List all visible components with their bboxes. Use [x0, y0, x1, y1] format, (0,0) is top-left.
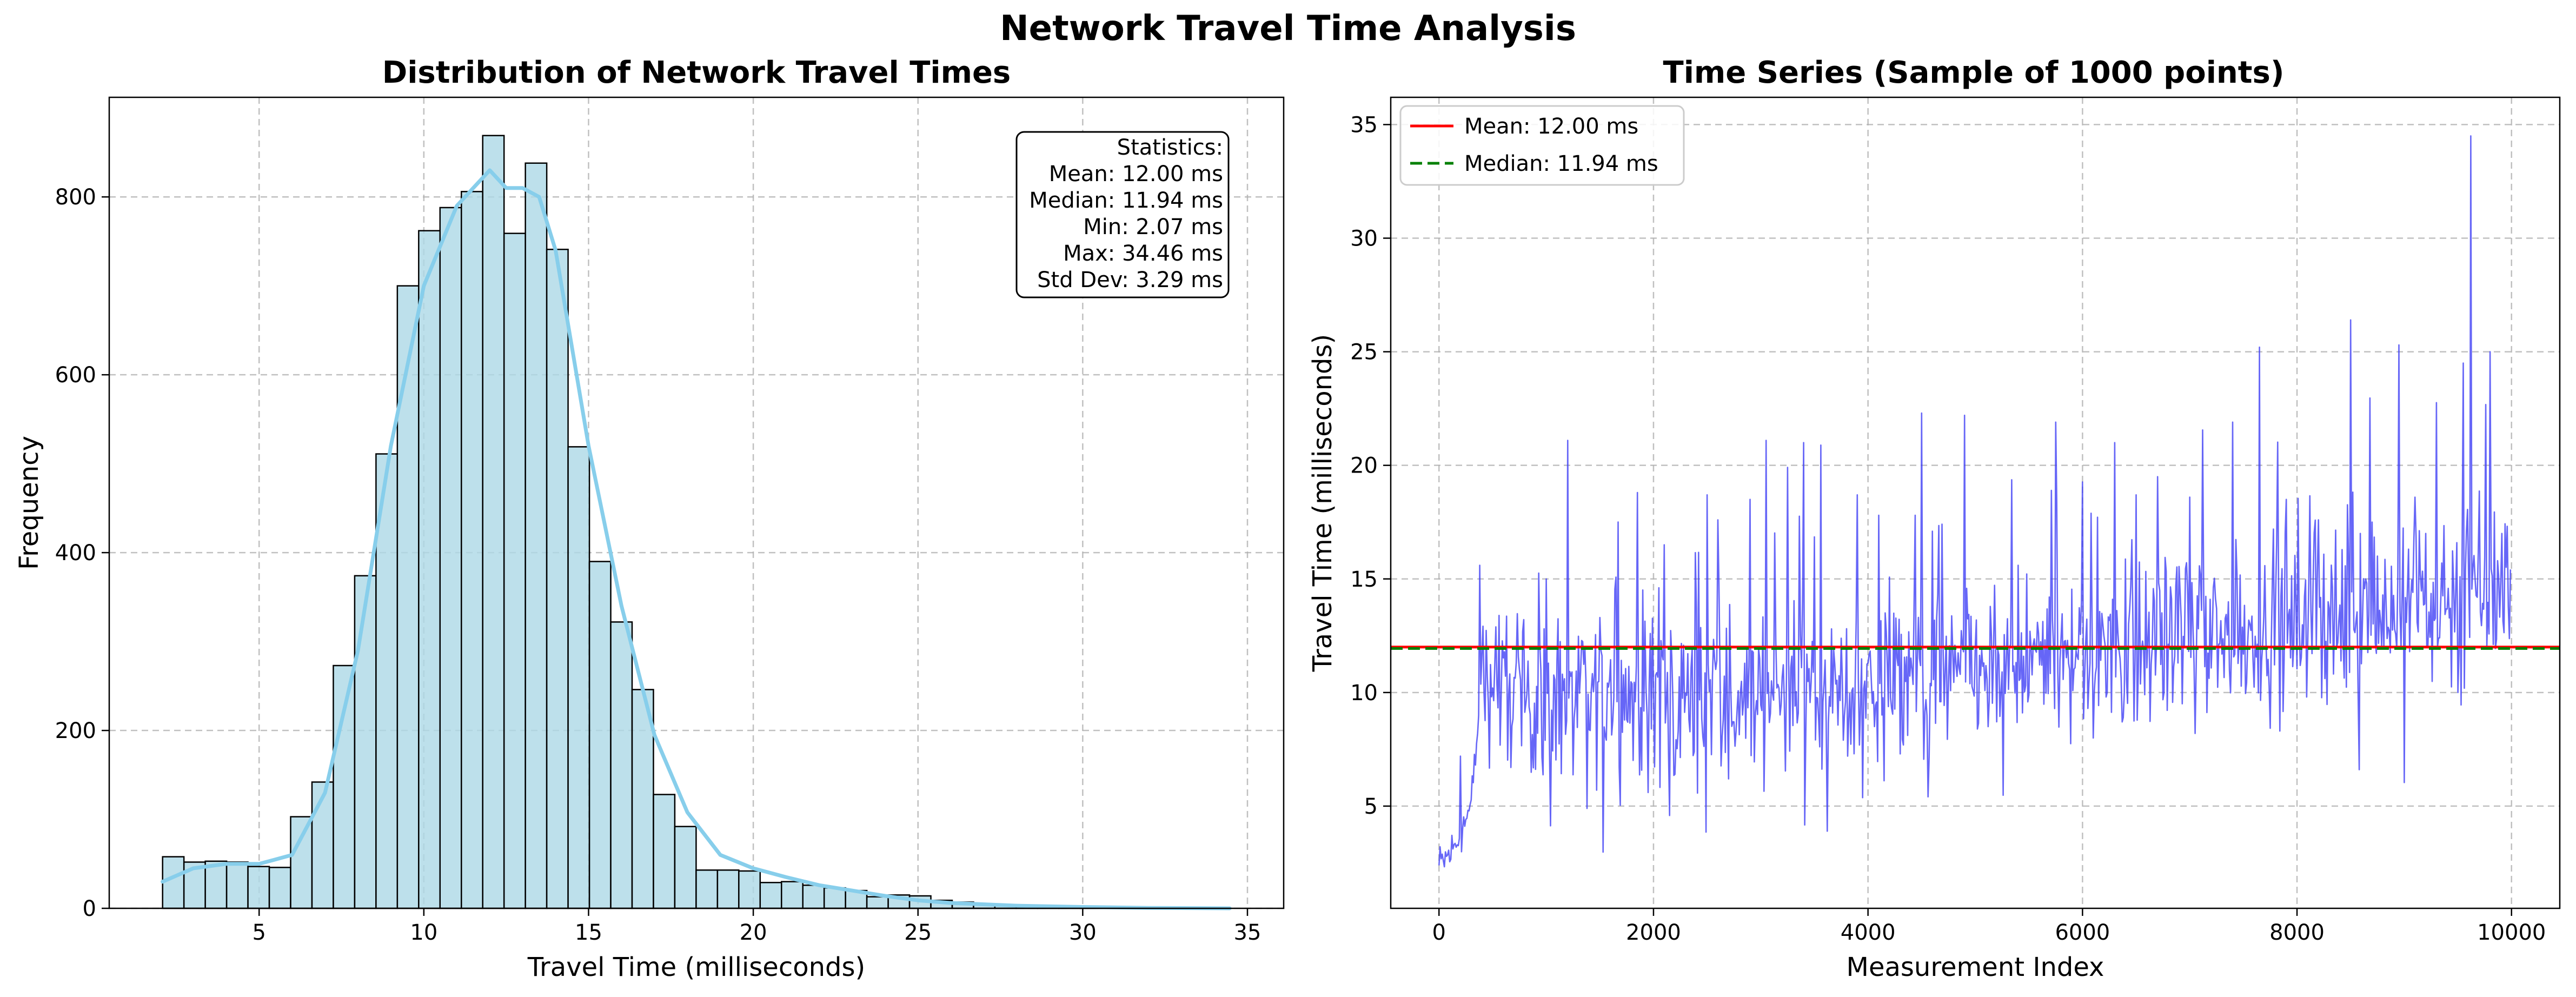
- histogram-bar: [610, 621, 633, 909]
- histogram-bar: [268, 867, 291, 909]
- timeseries-grid: [1391, 97, 2560, 908]
- histogram-bar: [823, 887, 846, 909]
- timeseries-y-tick-label: 5: [1364, 794, 1378, 819]
- histogram-bar: [674, 826, 697, 909]
- histogram-bar: [525, 162, 548, 909]
- histogram-bar: [781, 881, 804, 909]
- stats-min: Min: 2.07 ms: [1083, 215, 1223, 240]
- histogram-bar: [503, 232, 526, 909]
- legend: Mean: 12.00 ms Median: 11.94 ms: [1399, 105, 1685, 186]
- timeseries-y-tick-label: 20: [1350, 454, 1378, 478]
- timeseries-y-ticks: 5 10 15 20 25 30 35: [1350, 112, 1391, 819]
- histogram-panel: Distribution of Network Travel Times 5 10…: [14, 55, 1285, 982]
- histogram-bar: [333, 664, 356, 909]
- histogram-x-tick-label: 15: [575, 920, 602, 945]
- histogram-y-tick-label: 400: [55, 541, 96, 566]
- timeseries-x-tick-label: 6000: [2055, 920, 2110, 945]
- histogram-bar: [225, 861, 249, 909]
- kde-curve: [161, 168, 1232, 910]
- histogram-bar: [204, 860, 228, 909]
- histogram-x-axis-label: Travel Time (milliseconds): [527, 952, 865, 982]
- timeseries-y-tick-label: 30: [1350, 227, 1378, 251]
- histogram-bar: [290, 816, 313, 909]
- legend-median-label: Median: 11.94 ms: [1464, 151, 1658, 176]
- histogram-y-tick-label: 200: [55, 719, 96, 743]
- histogram-bar: [439, 207, 462, 909]
- histogram-y-tick-label: 0: [83, 896, 96, 921]
- histogram-y-tick-label: 800: [55, 185, 96, 210]
- histogram-bar: [738, 870, 761, 909]
- histogram-bar: [866, 896, 889, 909]
- timeseries-y-tick-label: 10: [1350, 681, 1378, 706]
- stats-max: Max: 34.46 ms: [1063, 241, 1223, 266]
- timeseries-axes-frame: [1390, 96, 2561, 909]
- histogram-x-tick-label: 35: [1234, 920, 1262, 945]
- histogram-x-tick-label: 5: [252, 920, 265, 945]
- timeseries-title: Time Series (Sample of 1000 points): [1663, 55, 2285, 90]
- timeseries-panel: Time Series (Sample of 1000 points) 0 200…: [1307, 55, 2561, 982]
- histogram-bars: [162, 135, 1231, 909]
- histogram-bar: [546, 249, 569, 909]
- timeseries-y-tick-label: 35: [1350, 112, 1378, 137]
- stats-heading: Statistics:: [1117, 135, 1223, 160]
- timeseries-y-axis-label: Travel Time (milliseconds): [1307, 334, 1338, 672]
- histogram-bar: [354, 575, 377, 909]
- stats-mean: Mean: 12.00 ms: [1049, 162, 1223, 187]
- histogram-bar: [460, 191, 483, 909]
- histogram-bar: [588, 561, 612, 909]
- stats-median: Median: 11.94 ms: [1029, 188, 1223, 213]
- histogram-bar: [759, 882, 782, 909]
- histogram-bar: [418, 230, 441, 909]
- statistics-box: Statistics: Mean: 12.00 ms Median: 11.94…: [1015, 131, 1230, 298]
- histogram-bar: [247, 866, 270, 909]
- travel-time-series-line: [1438, 135, 2512, 868]
- timeseries-y-tick-label: 15: [1350, 567, 1378, 592]
- timeseries-x-tick-label: 8000: [2269, 920, 2325, 945]
- histogram-bar: [567, 446, 590, 909]
- histogram-bar: [802, 884, 825, 909]
- timeseries-y-tick-label: 25: [1350, 340, 1378, 365]
- histogram-x-tick-label: 30: [1069, 920, 1097, 945]
- timeseries-x-axis-label: Measurement Index: [1847, 952, 2104, 982]
- histogram-bar: [482, 135, 505, 909]
- histogram-title: Distribution of Network Travel Times: [382, 55, 1011, 90]
- histogram-bar: [716, 869, 740, 909]
- histogram-bar: [653, 794, 676, 909]
- histogram-x-tick-label: 25: [904, 920, 932, 945]
- timeseries-x-tick-label: 10000: [2477, 920, 2546, 945]
- histogram-bar: [695, 869, 719, 909]
- histogram-bar: [162, 856, 185, 909]
- histogram-x-tick-label: 10: [410, 920, 437, 945]
- timeseries-x-tick-label: 2000: [1626, 920, 1681, 945]
- histogram-x-ticks: 5 10 15 20 25 30 35: [252, 908, 1261, 945]
- histogram-y-axis-label: Frequency: [14, 436, 44, 570]
- legend-mean-label: Mean: 12.00 ms: [1464, 114, 1638, 139]
- timeseries-x-tick-label: 0: [1432, 920, 1446, 945]
- histogram-axes-frame: [108, 96, 1285, 909]
- histogram-bar: [396, 285, 420, 909]
- histogram-y-ticks: 0 200 400 600 800: [55, 185, 109, 921]
- timeseries-x-tick-label: 4000: [1841, 920, 1896, 945]
- histogram-y-tick-label: 600: [55, 363, 96, 388]
- timeseries-x-ticks: 0 2000 4000 6000 8000 10000: [1432, 908, 2546, 945]
- figure-title: Network Travel Time Analysis: [1000, 9, 1576, 49]
- histogram-x-tick-label: 20: [740, 920, 767, 945]
- stats-std-dev: Std Dev: 3.29 ms: [1037, 268, 1223, 293]
